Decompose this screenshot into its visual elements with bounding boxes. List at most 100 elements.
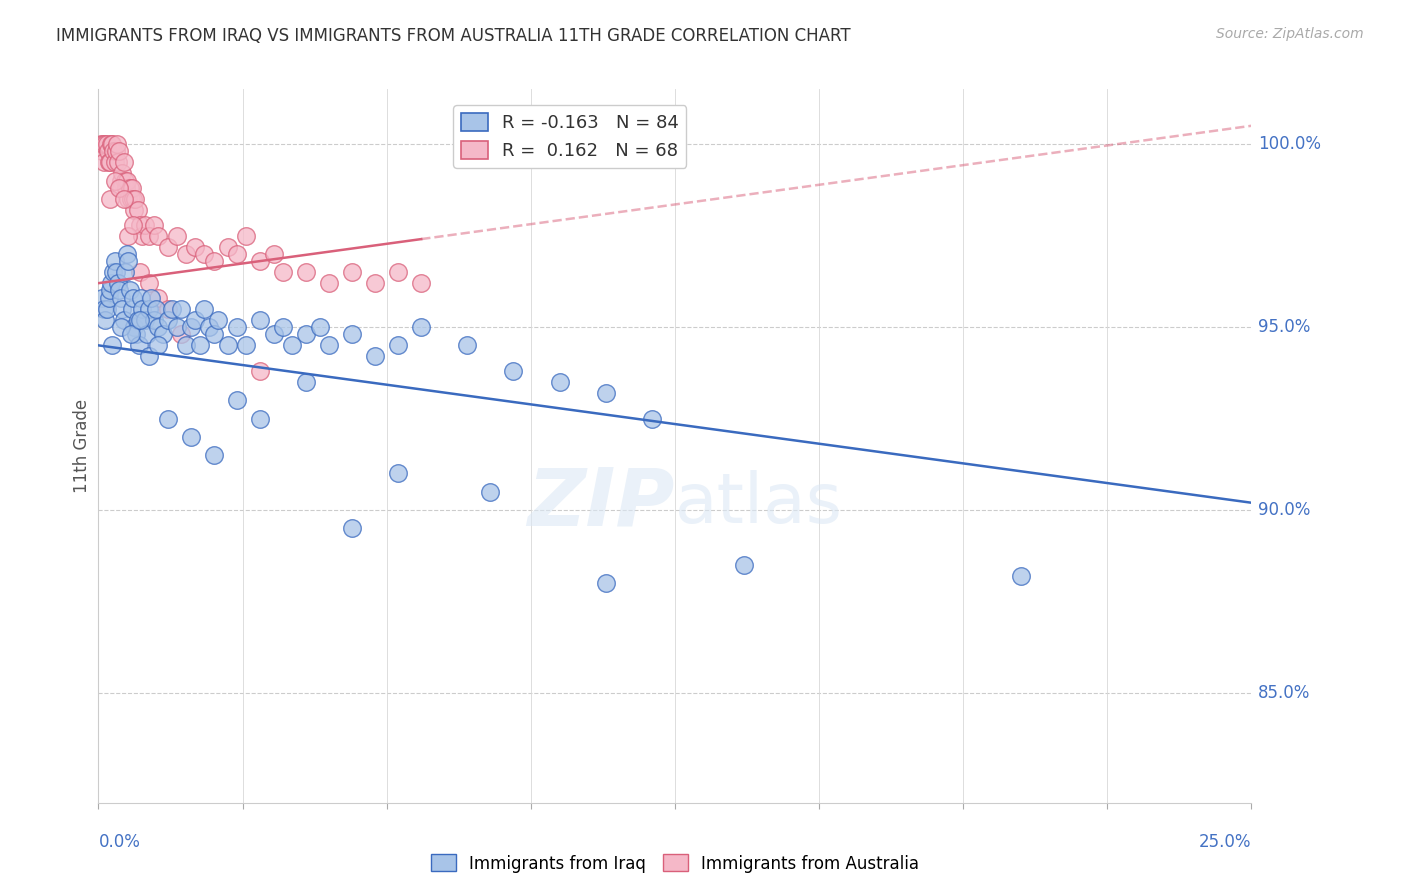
Point <box>111 301 134 316</box>
Point <box>110 174 132 188</box>
Point <box>138 301 160 316</box>
Point <box>152 327 174 342</box>
Point <box>131 301 153 316</box>
Point <box>121 181 143 195</box>
Point <box>295 265 318 279</box>
Point <box>125 327 148 342</box>
Point <box>108 284 131 298</box>
Point <box>207 312 229 326</box>
Point <box>110 181 132 195</box>
Point <box>101 338 124 352</box>
Point <box>122 291 145 305</box>
Point <box>108 145 131 159</box>
Point <box>235 338 257 352</box>
Text: 100.0%: 100.0% <box>1258 135 1322 153</box>
Point <box>411 320 433 334</box>
Point <box>595 386 617 401</box>
Point <box>180 320 202 334</box>
Point <box>160 301 183 316</box>
Point <box>548 375 571 389</box>
Point <box>121 301 143 316</box>
Point <box>127 312 149 326</box>
Point <box>127 202 149 217</box>
Point <box>148 291 170 305</box>
Point <box>114 174 136 188</box>
Point <box>112 192 135 206</box>
Point <box>112 312 135 326</box>
Point <box>129 218 152 232</box>
Point <box>101 145 124 159</box>
Point <box>249 312 271 326</box>
Point <box>138 276 160 290</box>
Point <box>141 291 163 305</box>
Point <box>98 284 121 298</box>
Point <box>97 145 120 159</box>
Point <box>295 327 318 342</box>
Point <box>111 166 134 180</box>
Text: 0.0%: 0.0% <box>98 833 141 851</box>
Point <box>145 301 167 316</box>
Point <box>479 484 502 499</box>
Point <box>188 338 211 352</box>
Point <box>170 327 193 342</box>
Point <box>340 521 363 535</box>
Point <box>217 338 239 352</box>
Point <box>122 192 145 206</box>
Point <box>115 174 138 188</box>
Point <box>249 254 271 268</box>
Point <box>96 301 118 316</box>
Text: 25.0%: 25.0% <box>1199 833 1251 851</box>
Point <box>148 228 170 243</box>
Point <box>263 247 285 261</box>
Point <box>101 137 124 152</box>
Point <box>156 239 179 253</box>
Point <box>198 320 221 334</box>
Point <box>225 320 247 334</box>
Point <box>97 291 120 305</box>
Point <box>129 265 152 279</box>
Point <box>1010 569 1032 583</box>
Point <box>120 327 142 342</box>
Point <box>387 265 409 279</box>
Point <box>166 228 188 243</box>
Point <box>502 364 524 378</box>
Point <box>217 239 239 253</box>
Point <box>114 265 136 279</box>
Point <box>595 576 617 591</box>
Point <box>91 137 114 152</box>
Point <box>90 137 112 152</box>
Point <box>202 254 225 268</box>
Point <box>411 276 433 290</box>
Point <box>105 137 128 152</box>
Point <box>128 338 150 352</box>
Point <box>120 192 142 206</box>
Point <box>131 228 153 243</box>
Point <box>174 247 197 261</box>
Point <box>117 228 139 243</box>
Point <box>115 247 138 261</box>
Point <box>118 284 141 298</box>
Point <box>387 467 409 481</box>
Point <box>174 338 197 352</box>
Point <box>249 411 271 425</box>
Point <box>91 145 114 159</box>
Point <box>156 411 179 425</box>
Point <box>124 192 146 206</box>
Point <box>138 228 160 243</box>
Point <box>93 301 115 316</box>
Point <box>184 239 207 253</box>
Point <box>271 265 294 279</box>
Point <box>124 202 146 217</box>
Point <box>235 228 257 243</box>
Point <box>135 327 157 342</box>
Point <box>122 218 145 232</box>
Point <box>340 265 363 279</box>
Point <box>107 276 129 290</box>
Point <box>193 247 215 261</box>
Point <box>456 338 478 352</box>
Point <box>100 276 122 290</box>
Legend: R = -0.163   N = 84, R =  0.162   N = 68: R = -0.163 N = 84, R = 0.162 N = 68 <box>453 105 686 168</box>
Point <box>148 320 170 334</box>
Point <box>156 312 179 326</box>
Point <box>110 291 132 305</box>
